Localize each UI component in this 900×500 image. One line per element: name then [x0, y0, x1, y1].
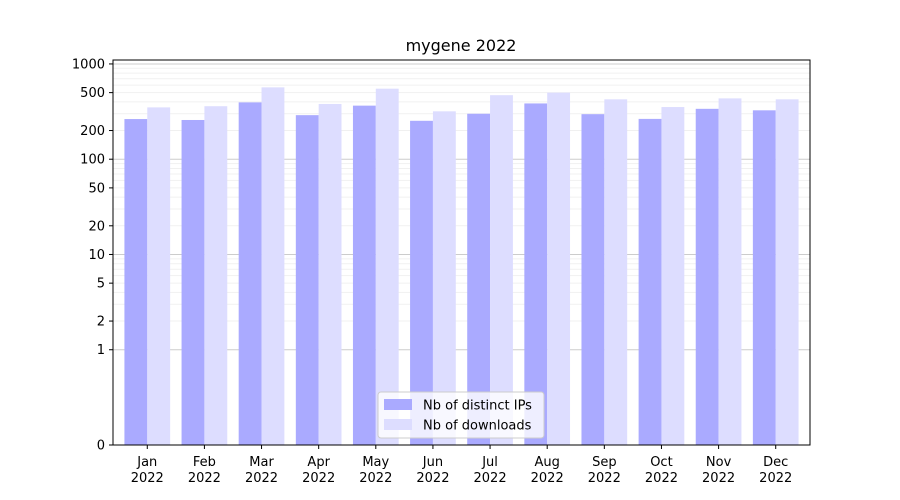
- bar-distinct-ips-9: [638, 118, 662, 445]
- bar-distinct-ips-4: [352, 105, 376, 446]
- grid-lines: [113, 63, 810, 351]
- bar-downloads-5: [432, 111, 456, 445]
- bar-downloads-6: [490, 95, 513, 445]
- bars: [124, 87, 799, 446]
- bar-distinct-ips-2: [238, 102, 262, 445]
- bar-distinct-ips-7: [524, 103, 548, 445]
- y-tick-label: 10: [88, 248, 105, 263]
- y-tick-label: 0: [97, 439, 105, 454]
- bar-downloads-7: [547, 92, 571, 446]
- bar-distinct-ips-1: [181, 119, 205, 445]
- y-tick-label: 2: [97, 315, 105, 330]
- legend: Nb of distinct IPs Nb of downloads: [377, 391, 545, 439]
- x-tick-label: Oct 2022: [645, 455, 678, 486]
- y-tick-label: 20: [88, 219, 105, 234]
- bar-downloads-0: [147, 107, 171, 445]
- legend-box: [377, 391, 545, 439]
- bar-distinct-ips-5: [410, 120, 433, 446]
- y-tick-label: 200: [80, 124, 105, 139]
- bar-downloads-1: [204, 106, 228, 445]
- bar-downloads-2: [261, 87, 285, 446]
- y-tick-label: 1000: [72, 57, 105, 72]
- bar-downloads-11: [775, 99, 799, 445]
- legend-label-1: Nb of downloads: [423, 419, 532, 434]
- x-tick-label: Jun 2022: [416, 455, 449, 486]
- x-tick-label: Sep 2022: [588, 455, 621, 486]
- x-tick-label: Nov 2022: [702, 455, 735, 486]
- bar-distinct-ips-11: [752, 110, 776, 446]
- x-tick-label: Mar 2022: [245, 455, 278, 486]
- legend-swatch-0: [384, 399, 412, 410]
- plot-frame: [112, 59, 811, 446]
- axes: 0 1 2 5 10 20 50 100 200 500 1000 Jan 2022 Feb 2022 Mar…: [72, 57, 811, 486]
- x-tick-label: Jan 2022: [131, 455, 164, 486]
- bar-downloads-10: [718, 98, 742, 446]
- legend-swatch-1: [384, 419, 412, 430]
- bar-downloads-3: [318, 103, 342, 445]
- bar-distinct-ips-6: [467, 113, 491, 446]
- legend-label-0: Nb of distinct IPs: [423, 399, 532, 414]
- x-tick-label: Apr 2022: [302, 455, 335, 486]
- y-tick-label: 500: [80, 86, 105, 101]
- y-tick-label: 5: [97, 277, 105, 292]
- y-tick-label: 100: [80, 153, 105, 168]
- bar-downloads-9: [661, 107, 685, 446]
- bar-distinct-ips-0: [124, 119, 148, 445]
- x-tick-label: Feb 2022: [188, 455, 221, 486]
- y-tick-label: 50: [88, 181, 105, 196]
- x-tick-label: Aug 2022: [531, 455, 564, 486]
- x-tick-label: Jul 2022: [474, 455, 507, 486]
- x-tick-label: Dec 2022: [759, 455, 792, 486]
- bar-downloads-4: [375, 88, 399, 446]
- y-tick-label: 1: [97, 343, 105, 358]
- bar-downloads-8: [604, 99, 628, 445]
- chart-title: mygene 2022: [406, 36, 517, 55]
- bar-distinct-ips-10: [695, 108, 719, 445]
- x-tick-label: May 2022: [359, 455, 392, 486]
- bar-distinct-ips-3: [295, 115, 319, 445]
- bar-distinct-ips-8: [581, 114, 605, 446]
